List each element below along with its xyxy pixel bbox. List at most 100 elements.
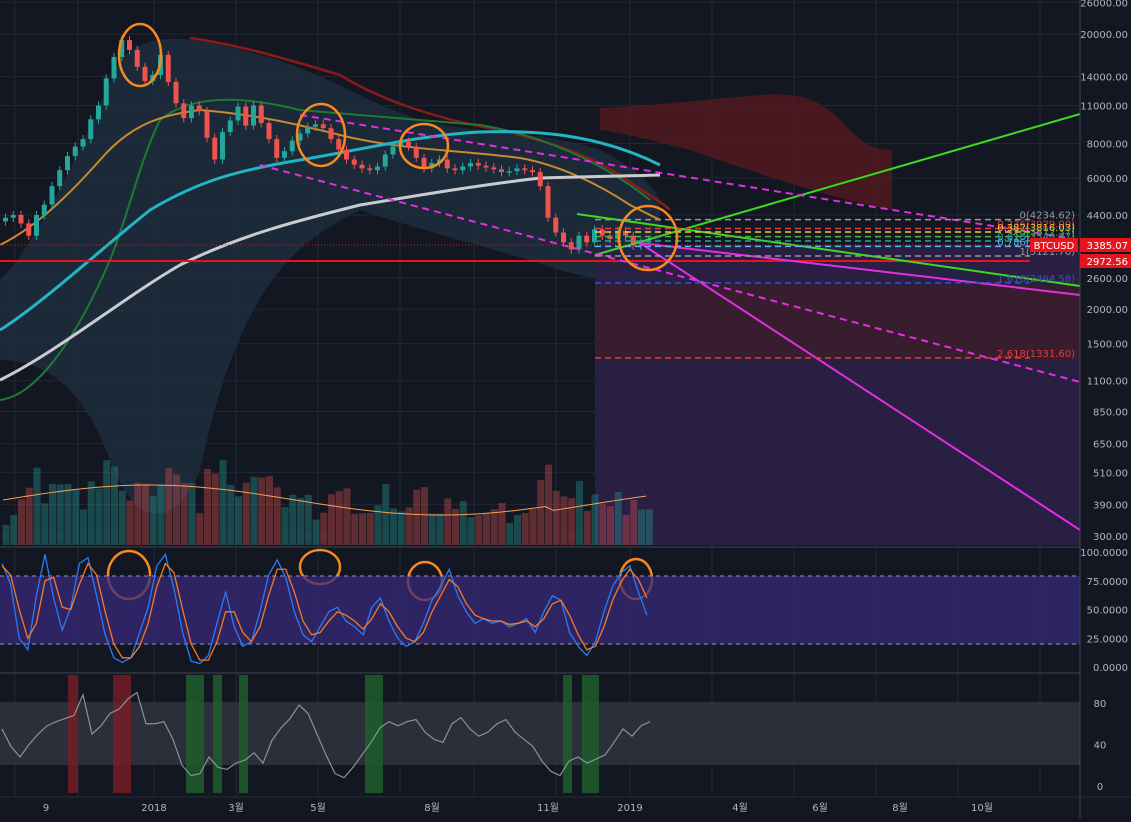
candle-body [313,124,318,127]
price-tick-label: 20000.00 [1080,30,1128,41]
candle-body [344,149,349,160]
stochastic-band [0,576,1080,644]
candle-body [530,170,535,173]
volume-bar [576,480,583,545]
volume-bar [583,510,591,545]
price-tick-label: 26000.00 [1080,0,1128,10]
overbought-highlight [213,675,222,793]
price-tick-label: 2000.00 [1087,305,1128,316]
fib-level-label: 0.618(3540.37) [997,232,1075,243]
volume-bar [521,513,529,545]
volume-bar [304,494,312,545]
price-tick-label: 850.00 [1093,408,1128,419]
volume-bar [49,483,56,545]
volume-bar [552,490,560,545]
volume-average-line [2,484,647,516]
candle-body [80,139,86,147]
volume-bar [397,511,405,545]
candle-body [49,186,55,205]
candle-body [382,154,388,167]
volume-bar [10,515,18,545]
candle-body [251,105,256,126]
candle-body [189,105,194,119]
highlight-circle [617,204,679,272]
candle-body [359,164,365,169]
candle-body [483,165,489,168]
price-tags: BTCUSD 3385.07 2972.56 [1030,238,1131,268]
candle-body [506,171,512,173]
volume-bar [2,525,10,545]
volume-bar [537,480,545,545]
candle-body [599,229,605,236]
projection-zone-red [595,285,1080,360]
volume-bar [312,519,320,545]
candle-body [452,168,458,171]
candle-body [127,40,132,50]
candle-body [227,120,233,133]
volume-bar [281,507,289,545]
price-tick-label: 390.00 [1093,501,1128,512]
time-tick-label: 9 [43,803,49,814]
volume-bar [289,494,297,545]
bollinger-cloud [0,38,660,514]
candle-body [297,133,303,141]
volume-bar [211,473,219,545]
fib-level-label: 0(4234.62) [1019,211,1075,222]
price-tick-label: 11000.00 [1080,101,1128,112]
oscillator-line [1,691,651,779]
candle-body [561,232,566,243]
candle-body [10,214,16,218]
candle-body [568,242,574,250]
highlight-circle [117,22,163,88]
volume-bar [483,513,490,545]
volume-bar [475,515,483,545]
candle-body [96,105,101,120]
indicator-bands [0,36,1080,545]
time-tick-label: 2019 [617,803,642,814]
overbought-highlight [563,675,572,793]
candle-body [88,119,94,140]
candle-body [305,126,311,134]
volume-bar [111,466,118,545]
volume-bar [591,494,599,545]
candle-body [367,168,373,171]
candle-body [57,170,63,187]
lower-oscillator-panel [0,672,1131,793]
volume-bar [467,517,475,545]
fib-level-label: 2.618(1331.60) [997,349,1075,360]
volume-bar [421,487,428,545]
volume-bar [328,494,335,545]
candle-body [274,139,280,158]
magenta-solid-line-2 [639,242,1081,531]
oscillator-highlights [68,675,599,793]
fib-level-label: 0.236(3929.00) [997,220,1075,231]
stochastic-tick-label: 100.0000 [1080,548,1128,559]
candle-body [235,106,241,121]
volume-bar [568,498,576,545]
volume-bar [645,509,653,545]
fib-level-label: 0.382(3816.03) [997,223,1075,234]
candle-body [553,217,559,233]
oversold-highlight [113,675,131,793]
candle-body [491,167,497,170]
volume-bar [444,498,452,545]
candle-body [406,142,411,147]
volume-bar [452,509,459,545]
volume-bar [149,496,157,545]
volume-bar [514,515,521,545]
volume-bar [235,496,242,545]
price-tick-label: 300.00 [1093,532,1128,543]
time-axis: 9 2018 3월 5월 8월 11월 2019 4월 6월 8월 10월 [0,796,1131,814]
candle-body [220,132,225,160]
candle-body [134,49,140,67]
candle-body [72,146,78,157]
overbought-highlight [582,675,599,793]
volume-bar [103,460,111,545]
green-downtrend-line [576,213,1081,287]
time-tick-label: 5월 [310,802,326,814]
volume-bar [18,499,25,545]
candle-body [258,105,264,123]
candle-body [413,146,419,158]
candle-body [26,223,32,236]
